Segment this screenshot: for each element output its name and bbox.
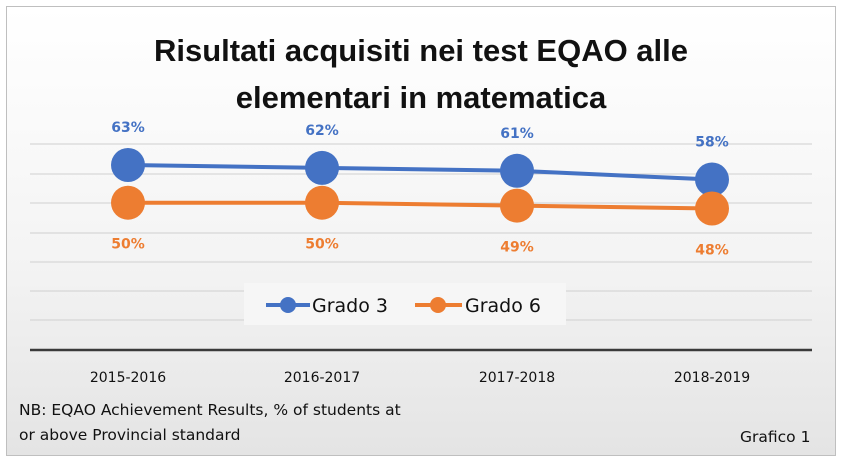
- chart-note-line-1: NB: EQAO Achievement Results, % of stude…: [19, 401, 401, 419]
- data-label: 50%: [305, 237, 339, 253]
- data-label: 49%: [500, 240, 534, 256]
- chart-title-line-2: elementari in matematica: [236, 80, 607, 115]
- data-point: [305, 185, 339, 220]
- legend-label-grado-6: Grado 6: [465, 295, 541, 317]
- legend-label-grado-3: Grado 3: [312, 295, 388, 317]
- data-point: [305, 150, 339, 185]
- data-label: 62%: [305, 123, 339, 139]
- chart-frame: [6, 6, 836, 456]
- chart-note-line-2: or above Provincial standard: [19, 426, 241, 444]
- x-tick-label: 2017-2018: [479, 370, 555, 386]
- data-label: 63%: [111, 120, 145, 136]
- chart-title-line-1: Risultati acquisiti nei test EQAO alle: [154, 33, 688, 68]
- x-axis-ticks: 2015-2016 2016-2017 2017-2018 2018-2019: [90, 370, 750, 386]
- x-tick-label: 2016-2017: [284, 370, 360, 386]
- data-point: [111, 148, 145, 182]
- x-tick-label: 2015-2016: [90, 370, 166, 386]
- data-label: 61%: [500, 126, 534, 142]
- data-point: [500, 153, 534, 188]
- x-tick-label: 2018-2019: [674, 370, 750, 386]
- data-point: [695, 191, 729, 226]
- data-label: 50%: [111, 237, 145, 253]
- figure-label: Grafico 1: [740, 428, 811, 446]
- data-label: 48%: [695, 243, 729, 259]
- legend-marker-grado-3: [280, 297, 296, 313]
- series-layer: 63% 62% 61% 58% 50% 50% 49% 48%: [111, 120, 729, 259]
- data-point: [695, 162, 729, 197]
- chart-note: NB: EQAO Achievement Results, % of stude…: [19, 398, 459, 448]
- series-line: [128, 200, 713, 211]
- legend: Grado 3 Grado 6: [244, 283, 566, 325]
- series-line: [127, 163, 713, 182]
- data-label: 58%: [695, 135, 729, 151]
- legend-marker-grado-6: [430, 297, 446, 313]
- data-point: [111, 185, 145, 220]
- data-point: [500, 188, 534, 223]
